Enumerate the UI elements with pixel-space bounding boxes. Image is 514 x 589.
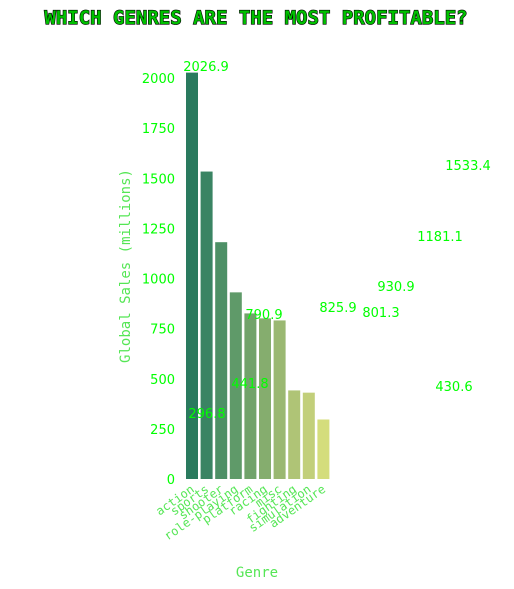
data-label: 441.8	[231, 377, 268, 392]
bar-racing	[259, 318, 271, 479]
bar-fighting	[288, 390, 300, 479]
bar-sports	[201, 172, 213, 479]
y-tick-label: 250	[150, 423, 175, 438]
x-axis-label: Genre	[236, 565, 278, 581]
y-tick-label: 1750	[142, 122, 175, 137]
data-label: 1533.4	[445, 159, 491, 174]
y-tick-label: 1250	[142, 222, 175, 237]
data-label: 930.9	[377, 280, 414, 295]
bar-platform	[244, 313, 256, 479]
y-tick-label: 0	[167, 473, 175, 488]
bar-shooter	[215, 242, 227, 479]
y-tick-label: 1000	[142, 273, 175, 288]
y-tick-label: 2000	[142, 72, 175, 87]
bar-simulation	[303, 393, 315, 479]
y-tick-label: 1500	[142, 172, 175, 187]
data-labels: 2026.9 1533.4 1181.1 930.9 825.9 801.3 790.9 44…	[183, 60, 491, 422]
y-axis-label: Global Sales (millions)	[118, 169, 134, 363]
data-label: 296.8	[188, 407, 225, 422]
data-label: 430.6	[435, 380, 472, 395]
data-label: 825.9	[319, 301, 356, 316]
chart-title: WHICH GENRES ARE THE MOST PROFITABLE?	[44, 7, 467, 29]
data-label: 1181.1	[417, 230, 463, 245]
x-axis-tick-labels: actionsportsshooterrole-playingplatformr…	[153, 482, 328, 543]
bar-misc	[274, 320, 286, 479]
data-label: 790.9	[245, 308, 282, 323]
y-axis: 0 250 500 750 1000 1250 1500 1750 2000	[142, 72, 175, 488]
bar-adventure	[317, 419, 329, 479]
data-label: 801.3	[362, 306, 399, 321]
y-tick-label: 500	[150, 373, 175, 388]
data-label: 2026.9	[183, 60, 229, 75]
y-tick-label: 750	[150, 323, 175, 338]
